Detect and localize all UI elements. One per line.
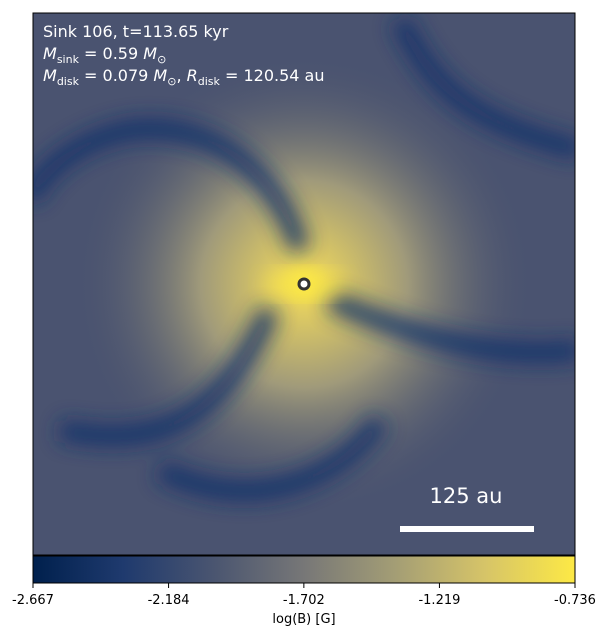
field-image: 125 au — [33, 13, 575, 555]
annotation-segment: disk — [57, 75, 80, 88]
sink-marker — [297, 277, 311, 291]
annotation-segment: R — [187, 66, 198, 85]
tick-label: -1.702 — [283, 593, 325, 608]
annotation-line: Mdisk = 0.079 M⊙, Rdisk = 120.54 au — [43, 66, 324, 88]
scale-bar-label: 125 au — [430, 484, 503, 508]
annotation-segment: M — [43, 44, 57, 63]
annotation-segment: Sink 106, t=113.65 kyr — [43, 22, 229, 41]
annotation-segment: ⊙ — [157, 53, 166, 66]
colorbar — [32, 555, 576, 584]
tick-label: -2.667 — [12, 593, 54, 608]
colorbar-label: log(B) [G] — [272, 612, 335, 627]
tick-label: -1.219 — [418, 593, 460, 608]
annotation-line: Msink = 0.59 M⊙ — [43, 44, 166, 66]
annotation-segment: = 0.59 — [79, 44, 143, 63]
tick-label: -0.736 — [554, 593, 596, 608]
annotation-segment: sink — [57, 53, 80, 66]
annotation-segment: , — [176, 66, 186, 85]
annotation-segment: M — [43, 66, 57, 85]
annotation-segment: = 0.079 — [79, 66, 153, 85]
colorbar-ticks: -2.667 -2.184 -1.702 -1.219 -0.736 — [12, 583, 596, 608]
annotation-segment: M — [143, 44, 157, 63]
frame — [32, 12, 576, 556]
annotation-segment: disk — [198, 75, 221, 88]
annotation-segment: M — [153, 66, 167, 85]
annotation-segment: ⊙ — [167, 75, 176, 88]
tick-label: -2.184 — [148, 593, 190, 608]
annotation-line: Sink 106, t=113.65 kyr — [43, 22, 229, 41]
annotation-segment: = 120.54 au — [220, 66, 325, 85]
